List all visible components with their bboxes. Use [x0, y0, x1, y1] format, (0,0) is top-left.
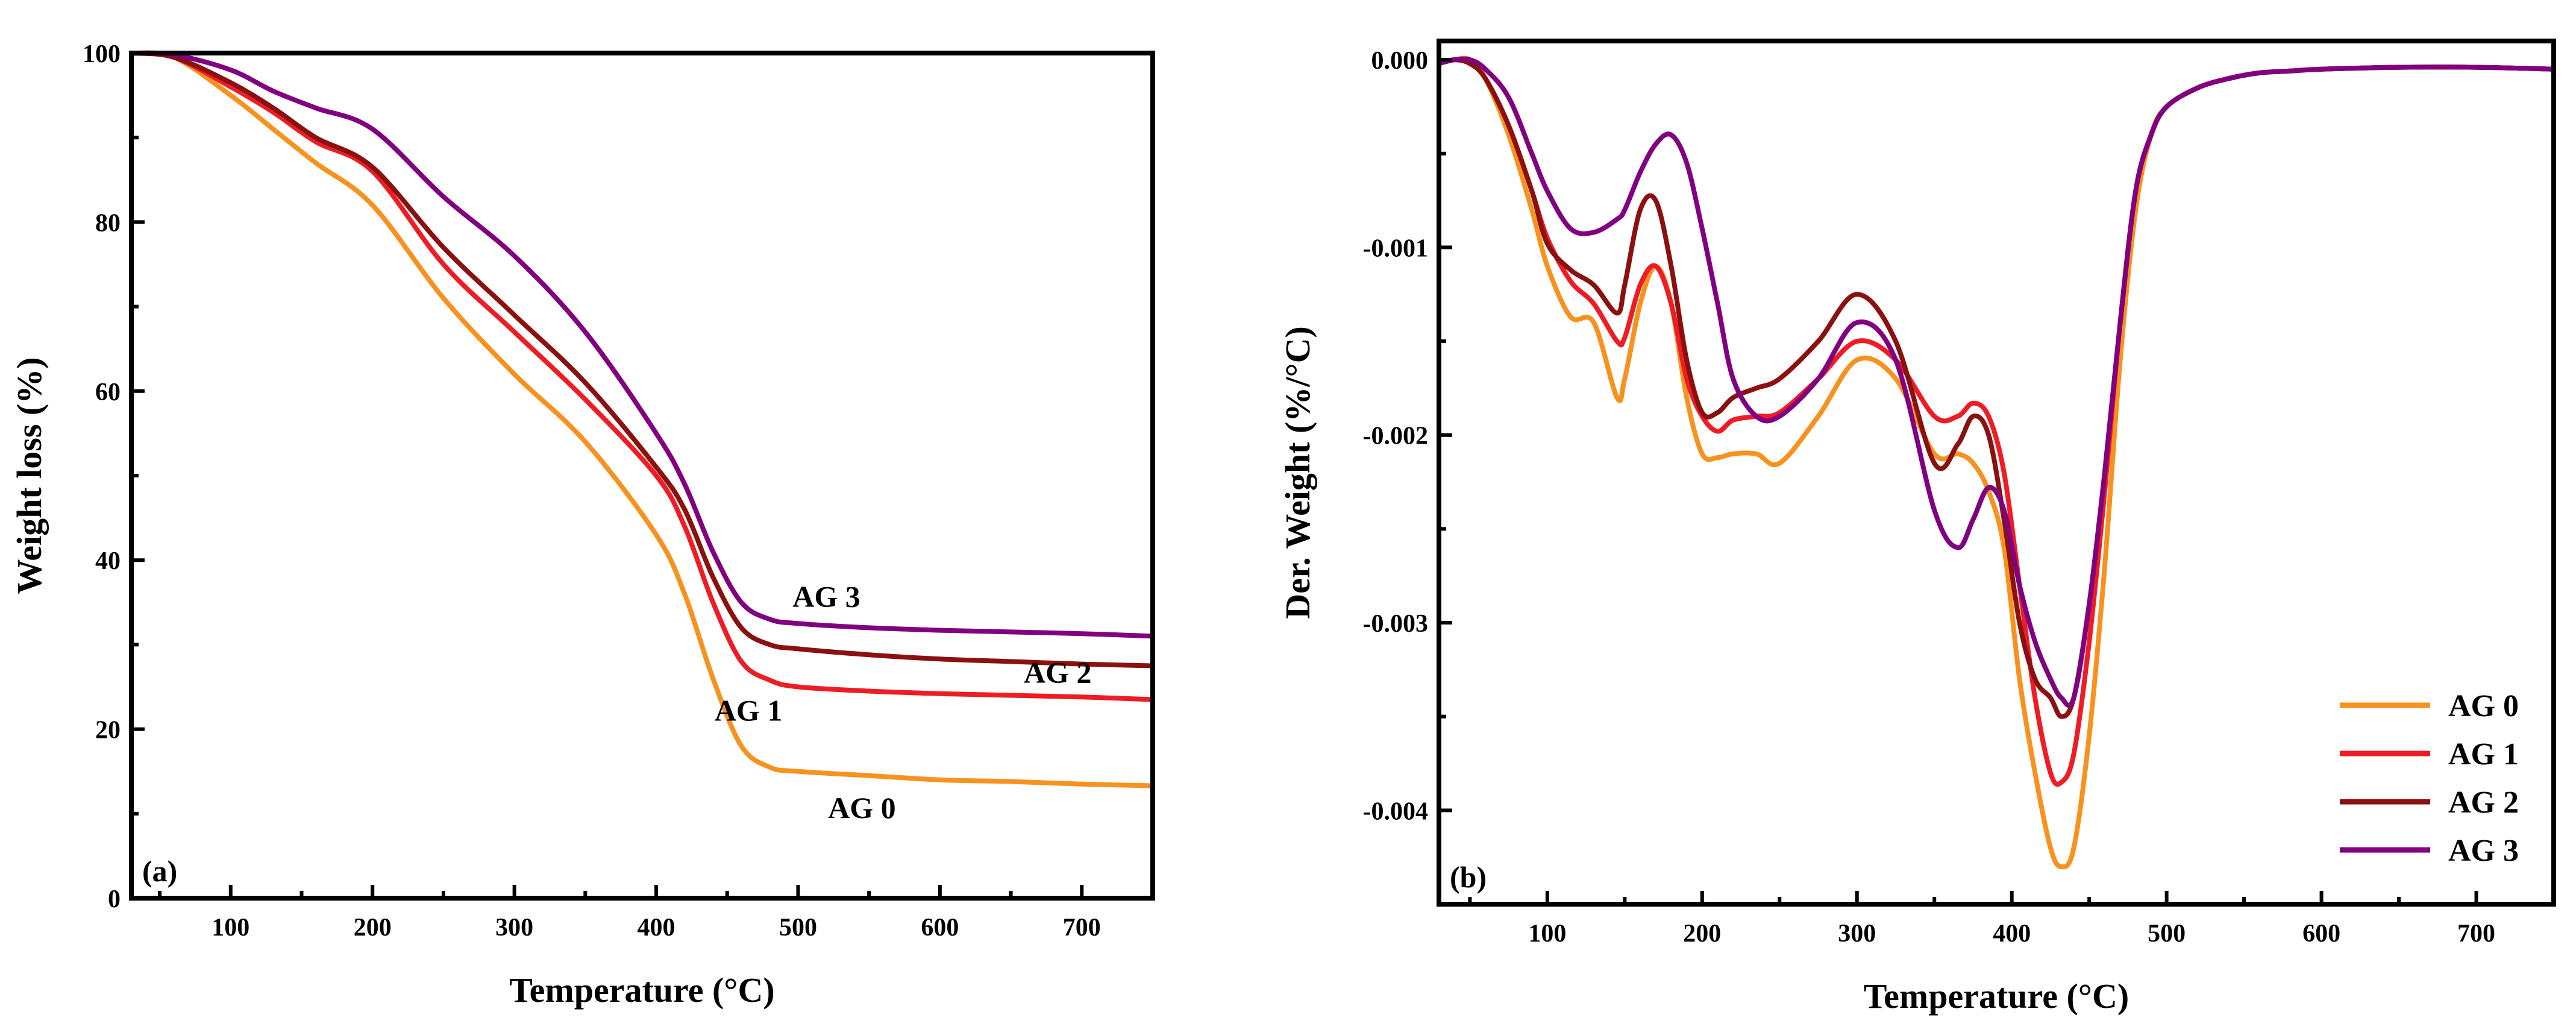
y-tick-label: -0.003 [1363, 610, 1429, 638]
x-tick-label: 200 [1683, 920, 1721, 948]
series-line-ag-2 [129, 51, 1155, 669]
y-tick-label: -0.002 [1363, 423, 1429, 450]
y-tick-label: -0.001 [1363, 234, 1429, 262]
y-tick-label: 0 [108, 886, 121, 913]
x-tick-label: 600 [2302, 920, 2340, 948]
panel-a-annotations: AG 3 AG 2 AG 1 AG 0 [715, 579, 1092, 825]
x-tick-label: 500 [779, 914, 817, 942]
panel-a-x-axis-label: Temperature (°C) [509, 971, 774, 1010]
series-line-ag-0 [129, 50, 1155, 788]
y-tick-label: 40 [95, 547, 121, 575]
x-tick-label: 700 [2457, 920, 2495, 948]
legend-label-ag-1: AG 1 [2448, 737, 2519, 772]
chart-panel-b: 100 200 300 400 500 600 700 0.000 -0.001 -0.002 -0… [1278, 39, 2556, 1016]
series-line-ag-1 [129, 51, 1155, 702]
series-line-ag-3 [1437, 56, 2556, 708]
panel-b-plot-frame [1437, 39, 2556, 907]
panel-a-plot-frame [129, 51, 1155, 901]
x-tick-label: 700 [1063, 914, 1101, 942]
x-tick-label: 300 [495, 914, 533, 942]
y-tick-label: 60 [95, 379, 121, 406]
series-annotation-ag-1: AG 1 [715, 694, 783, 728]
panel-a-y-axis-label: Weight loss (%) [10, 357, 49, 594]
series-annotation-ag-0: AG 0 [828, 791, 896, 825]
panel-a-label: (a) [142, 854, 177, 888]
legend-label-ag-3: AG 3 [2448, 834, 2519, 868]
x-tick-label: 400 [638, 914, 675, 942]
x-tick-label: 500 [2148, 920, 2186, 948]
panel-b-x-axis-label: Temperature (°C) [1864, 977, 2129, 1016]
panel-b-label: (b) [1450, 860, 1487, 894]
legend-label-ag-0: AG 0 [2448, 689, 2519, 723]
panel-a-axis-ticks: 100 200 300 400 500 600 700 0 20 40 60 80 100 [83, 40, 1155, 942]
series-annotation-ag-2: AG 2 [1024, 655, 1092, 689]
y-tick-label: 80 [95, 209, 121, 237]
series-line-ag-3 [129, 50, 1155, 639]
legend-label-ag-2: AG 2 [2448, 785, 2519, 820]
panel-b-y-axis-label: Der. Weight (%/°C) [1278, 326, 1317, 619]
x-tick-label: 400 [1993, 920, 2031, 948]
x-tick-label: 600 [921, 914, 959, 942]
panel-a-series-group [129, 50, 1155, 788]
y-tick-label: 100 [83, 40, 121, 68]
panel-b-legend: AG 0 AG 1 AG 2 AG 3 [2340, 689, 2519, 868]
panel-b-series-group [1437, 55, 2556, 869]
panel-b-axis-ticks: 100 200 300 400 500 600 700 0.000 -0.001 -0.002 -0… [1363, 47, 2556, 948]
x-tick-label: 100 [212, 914, 249, 942]
x-tick-label: 300 [1838, 920, 1876, 948]
y-tick-label: -0.004 [1363, 797, 1429, 825]
y-tick-label: 20 [95, 717, 121, 744]
series-annotation-ag-3: AG 3 [792, 579, 860, 613]
x-tick-label: 100 [1528, 920, 1566, 948]
series-line-ag-2 [1437, 57, 2556, 719]
series-line-ag-1 [1437, 57, 2556, 787]
x-tick-label: 200 [354, 914, 392, 942]
y-tick-label: 0.000 [1371, 47, 1429, 75]
